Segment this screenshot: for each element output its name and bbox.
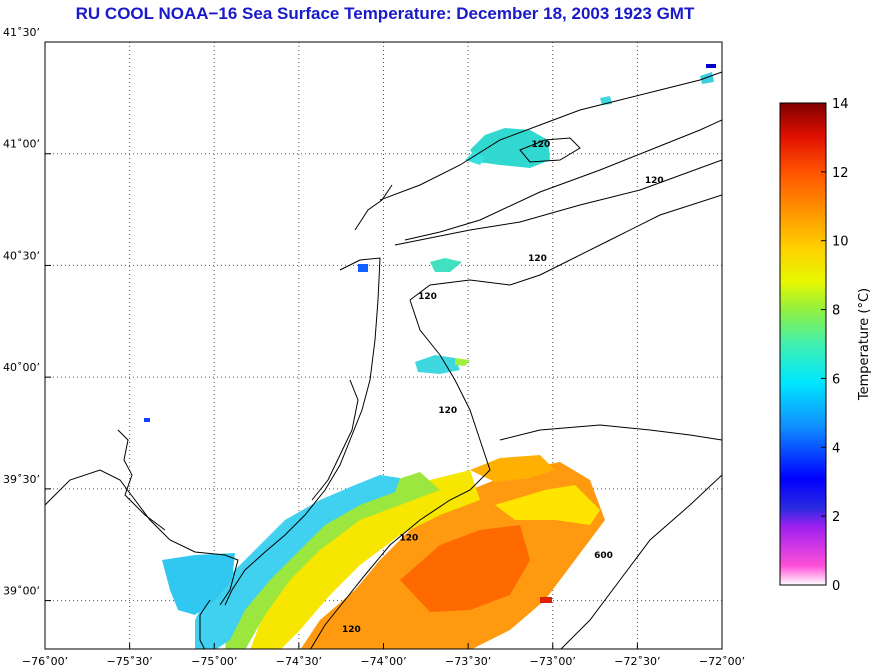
contour-labels: 120 120 120 120 120 120 120 600 (342, 140, 664, 635)
contour-offshore (499, 424, 722, 441)
contour-120-lis (519, 137, 581, 163)
y-tick-label: 40˚30’ (3, 249, 40, 262)
sst-patch-red-fleck (540, 597, 552, 603)
colorbar (779, 102, 827, 586)
sst-data-layer (144, 64, 716, 649)
sst-patch-lis-west (465, 150, 485, 165)
nj-back-bay (311, 379, 359, 501)
sst-patch-ri (700, 72, 714, 84)
y-tick-label: 41˚30’ (3, 26, 40, 39)
long-island-north (404, 119, 722, 241)
colorbar-ticks: 0 2 4 6 8 10 12 14 (821, 97, 849, 594)
colorbar-tick-label: 12 (832, 166, 849, 181)
sst-patch-orange-offshore (470, 455, 555, 482)
y-tick-label: 41˚00’ (3, 138, 40, 151)
sst-patch-bight-1 (430, 258, 462, 272)
contour-label: 120 (418, 292, 437, 302)
long-island-south (394, 159, 722, 246)
sst-patch-bight-2 (415, 355, 460, 374)
x-tick-label: −72˚00’ (699, 655, 745, 668)
delaware-bay-shore (45, 469, 239, 606)
hudson-coast (354, 184, 393, 231)
sst-patch-cyan-shelf (195, 475, 400, 649)
colorbar-tick-label: 4 (832, 441, 840, 456)
sst-patch-yellow-band (250, 470, 480, 649)
y-tick-label: 40˚00’ (3, 361, 40, 374)
colorbar-tick-label: 0 (832, 579, 840, 594)
sst-patch-bight-3 (455, 358, 470, 366)
contour-120 (409, 194, 722, 301)
x-tick-label: −73˚00’ (530, 655, 576, 668)
x-tick-label: −73˚30’ (445, 655, 491, 668)
x-axis-ticks: −76˚00’ −75˚30’ −75˚00’ −74˚30’ −74˚00’ −73˚3… (22, 643, 745, 668)
colorbar-tick-label: 10 (832, 235, 849, 250)
contour-label: 120 (528, 254, 547, 264)
sst-patch-lis (470, 128, 550, 168)
x-tick-label: −75˚00’ (191, 655, 237, 668)
sst-patch-yellow-fringe (495, 485, 600, 525)
contour-label: 120 (645, 176, 664, 186)
cape-may (199, 599, 211, 649)
sst-patch-delaware-bay (162, 553, 235, 615)
contour-label: 120 (532, 140, 551, 150)
colorbar-tick-label: 8 (832, 304, 840, 319)
colorbar-tick-label: 2 (832, 510, 840, 525)
contour-label: 600 (594, 551, 613, 561)
nj-coastline (224, 257, 381, 606)
x-tick-label: −76˚00’ (22, 655, 68, 668)
contour-label: 120 (399, 533, 418, 543)
x-tick-label: −72˚30’ (614, 655, 660, 668)
sst-patch-navy-fleck (706, 64, 716, 68)
contour-120-south (310, 299, 491, 649)
y-tick-label: 39˚30’ (3, 473, 40, 486)
sst-patch-dk-blue (144, 418, 150, 422)
y-axis-ticks: 41˚30’ 41˚00’ 40˚30’ 40˚00’ 39˚30’ 39˚00’ (3, 26, 51, 602)
map-grid (45, 42, 722, 649)
colorbar-tick-label: 6 (832, 372, 840, 387)
map-title: RU COOL NOAA−16 Sea Surface Temperature:… (75, 4, 695, 23)
colorbar-label: Temperature (°C) (857, 288, 872, 401)
sst-patch-hot-core (400, 525, 530, 612)
x-tick-label: −75˚30’ (107, 655, 153, 668)
x-tick-label: −74˚00’ (360, 655, 406, 668)
contour-600 (560, 474, 722, 649)
connecticut-coast (379, 71, 722, 201)
y-tick-label: 39˚00’ (3, 585, 40, 598)
coastlines-bathymetry (45, 71, 722, 649)
delaware-west-shore (117, 429, 166, 531)
sst-patch-blue-fleck (358, 264, 368, 272)
colorbar-tick-label: 14 (832, 97, 849, 112)
x-tick-label: −74˚30’ (276, 655, 322, 668)
contour-label: 120 (342, 625, 361, 635)
contour-label: 120 (438, 406, 457, 416)
